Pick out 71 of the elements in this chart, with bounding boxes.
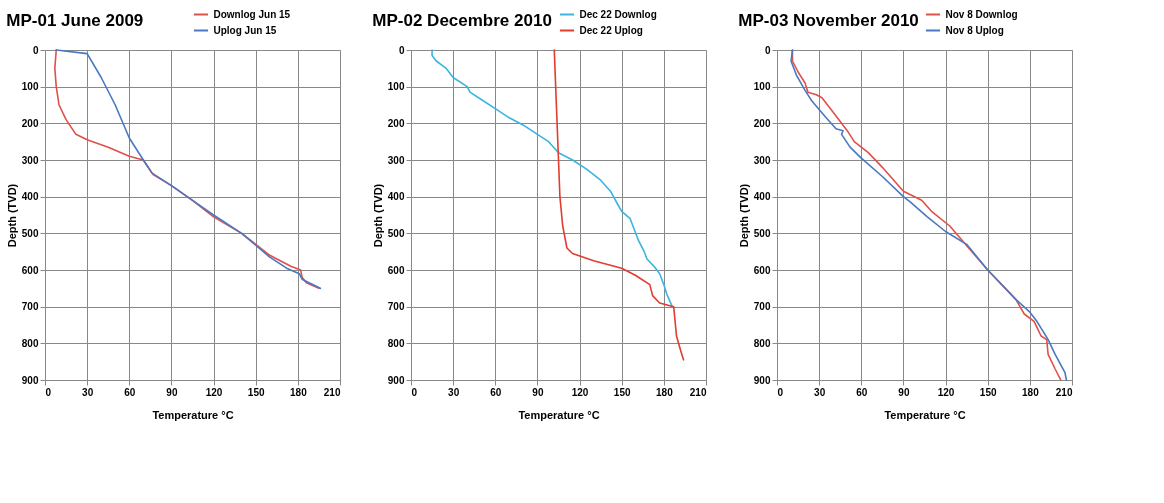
- y-tick-label: 500: [387, 227, 405, 239]
- y-tick-label: 0: [32, 44, 39, 56]
- y-tick-label: 400: [387, 191, 405, 203]
- x-tick-label: 30: [82, 386, 94, 398]
- x-tick-label: 60: [856, 386, 868, 398]
- x-tick-label: 210: [689, 386, 707, 398]
- line-series: [431, 49, 674, 308]
- y-tick-label: 400: [21, 191, 39, 203]
- y-axis-title: Depth (TVD): [5, 183, 18, 248]
- y-tick-label: 700: [387, 301, 405, 313]
- y-tick-label: 300: [387, 154, 405, 166]
- x-tick-label: 150: [613, 386, 631, 398]
- chart-title: MP-01 June 2009: [6, 11, 144, 30]
- x-tick-label: 30: [448, 386, 460, 398]
- y-tick-label: 500: [753, 227, 771, 239]
- x-tick-label: 120: [205, 386, 223, 398]
- y-tick-label: 600: [21, 264, 39, 276]
- y-tick-label: 200: [21, 117, 39, 129]
- y-tick-label: 200: [387, 117, 405, 129]
- x-tick-label: 180: [1022, 386, 1040, 398]
- x-tick-label: 60: [490, 386, 502, 398]
- x-tick-label: 180: [290, 386, 308, 398]
- y-tick-label: 700: [21, 301, 39, 313]
- y-tick-label: 600: [387, 264, 405, 276]
- x-axis-title: Temperature °C: [152, 408, 234, 421]
- x-axis-title: Temperature °C: [884, 408, 966, 421]
- x-tick-label: 90: [898, 386, 910, 398]
- y-tick-label: 400: [753, 191, 771, 203]
- y-tick-label: 100: [753, 81, 771, 93]
- y-tick-label: 0: [764, 44, 771, 56]
- y-tick-label: 200: [753, 117, 771, 129]
- y-tick-label: 300: [753, 154, 771, 166]
- y-tick-label: 0: [398, 44, 405, 56]
- x-tick-label: 90: [532, 386, 544, 398]
- y-tick-label: 800: [753, 337, 771, 349]
- x-tick-label: 120: [571, 386, 589, 398]
- y-tick-label: 700: [753, 301, 771, 313]
- x-tick-label: 150: [979, 386, 997, 398]
- y-tick-label: 100: [387, 81, 405, 93]
- y-tick-label: 800: [387, 337, 405, 349]
- y-tick-label: 300: [21, 154, 39, 166]
- y-tick-label: 900: [387, 374, 405, 386]
- y-tick-label: 100: [21, 81, 39, 93]
- x-tick-label: 150: [247, 386, 265, 398]
- legend-label: Nov 8 Downlog: [945, 8, 1018, 20]
- legend-label: Dec 22 Downlog: [579, 8, 657, 20]
- y-tick-label: 900: [21, 374, 39, 386]
- y-axis-title: Depth (TVD): [737, 183, 750, 248]
- legend-label: Nov 8 Uplog: [945, 24, 1004, 36]
- legend-label: Downlog Jun 15: [213, 8, 291, 20]
- x-tick-label: 0: [45, 386, 52, 398]
- x-tick-label: 0: [777, 386, 784, 398]
- legend-label: Dec 22 Uplog: [579, 24, 643, 36]
- x-tick-label: 120: [937, 386, 955, 398]
- line-series: [553, 49, 685, 361]
- legend-label: Uplog Jun 15: [213, 24, 277, 36]
- x-tick-label: 210: [323, 386, 341, 398]
- chart-title: MP-02 Decembre 2010: [372, 11, 552, 30]
- y-axis-title: Depth (TVD): [371, 183, 384, 248]
- y-tick-label: 900: [753, 374, 771, 386]
- x-tick-label: 90: [166, 386, 178, 398]
- x-tick-label: 30: [814, 386, 826, 398]
- x-tick-label: 210: [1055, 386, 1073, 398]
- y-tick-label: 500: [21, 227, 39, 239]
- y-tick-label: 600: [753, 264, 771, 276]
- x-tick-label: 0: [411, 386, 418, 398]
- y-tick-label: 800: [21, 337, 39, 349]
- x-tick-label: 60: [124, 386, 136, 398]
- chart-title: MP-03 November 2010: [738, 11, 919, 30]
- x-axis-title: Temperature °C: [518, 408, 600, 421]
- x-tick-label: 180: [656, 386, 674, 398]
